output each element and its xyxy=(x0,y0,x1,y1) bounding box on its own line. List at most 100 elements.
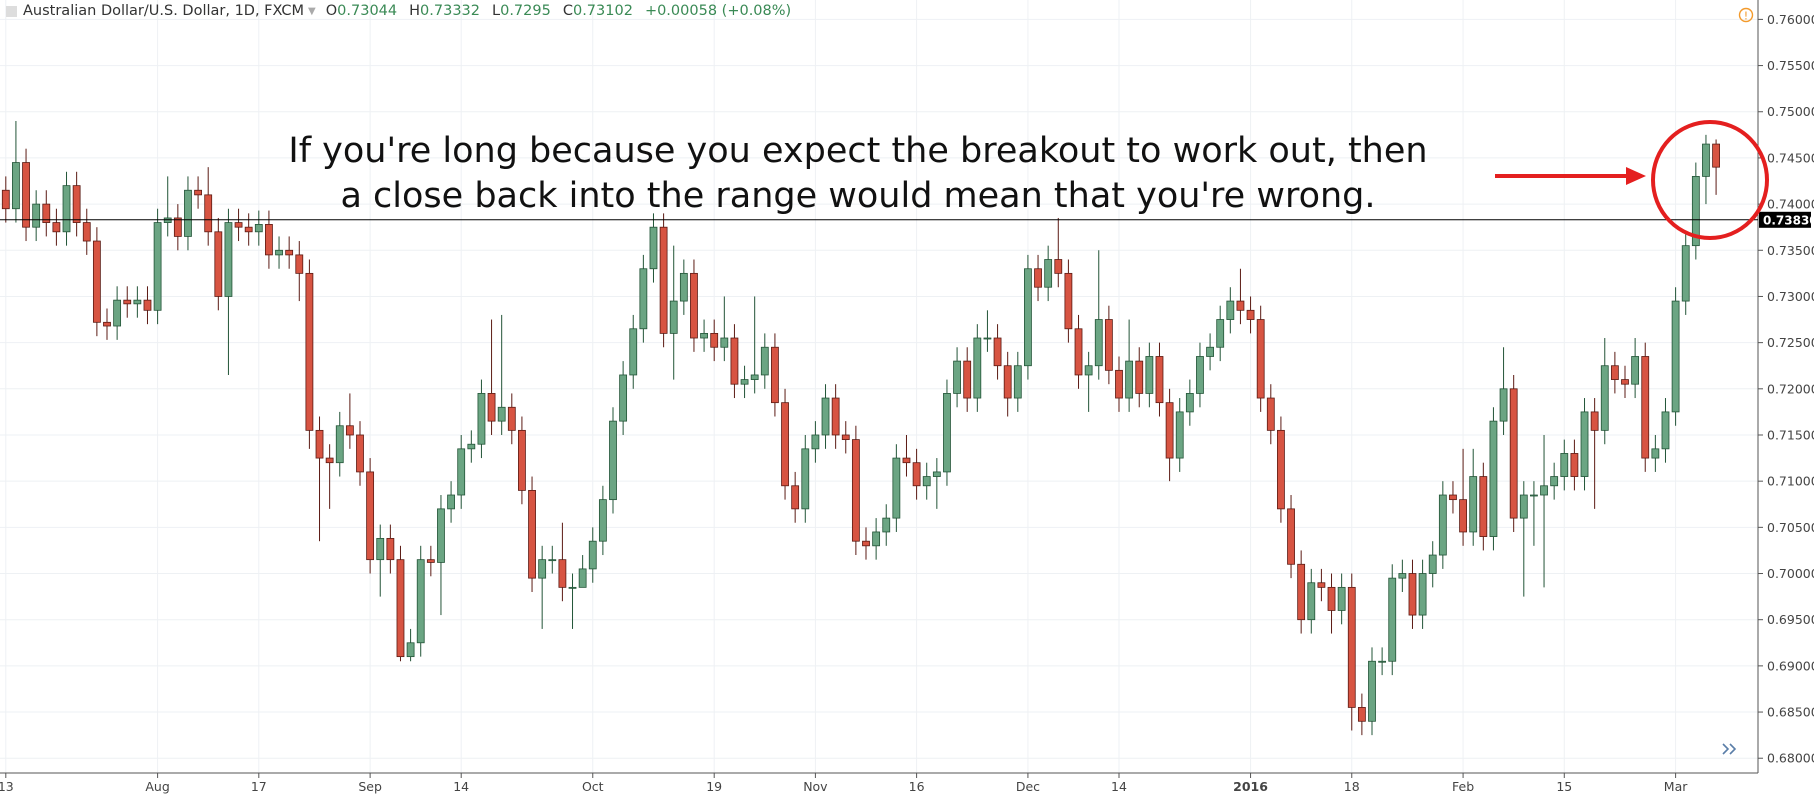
candle-body xyxy=(791,485,800,510)
candle-body xyxy=(275,249,283,256)
candle-body xyxy=(1277,429,1285,510)
candle-body xyxy=(1165,402,1174,459)
candle-body xyxy=(659,226,668,334)
x-tick-label: Nov xyxy=(803,779,828,794)
candle-body xyxy=(1499,388,1508,422)
y-tick-label: 0.74500 xyxy=(1767,150,1814,165)
candle-body xyxy=(1115,369,1123,399)
candle-body xyxy=(1347,586,1356,708)
candle-body xyxy=(285,249,294,256)
candle-body xyxy=(963,360,972,399)
candle-body xyxy=(750,374,759,380)
candle-body xyxy=(760,346,769,376)
candle-body xyxy=(1135,360,1144,394)
y-tick-label: 0.76000 xyxy=(1767,12,1814,27)
candle-body xyxy=(1044,259,1053,288)
candle-body xyxy=(568,586,577,589)
candle-body xyxy=(184,189,192,237)
candle-body xyxy=(234,222,243,228)
x-tick-label: 13 xyxy=(0,779,14,794)
candle-body xyxy=(1104,319,1113,371)
candle-body xyxy=(609,420,617,501)
symbol-title[interactable]: Australian Dollar/U.S. Dollar, 1D, FXCM xyxy=(23,3,305,19)
candle-body xyxy=(862,540,870,547)
candle-body xyxy=(1266,397,1275,431)
candle-body xyxy=(1024,268,1032,367)
candle-body xyxy=(477,393,486,445)
candle-body xyxy=(740,379,749,385)
candle-body xyxy=(1196,356,1204,394)
candle-body xyxy=(1287,508,1295,565)
candle-body xyxy=(588,540,597,570)
candle-body xyxy=(1631,356,1640,385)
candle-body xyxy=(1651,448,1660,459)
x-tick-label: Feb xyxy=(1452,779,1474,794)
candle-body xyxy=(649,226,658,270)
x-tick-label: 14 xyxy=(453,779,469,794)
candle-body xyxy=(1681,245,1690,302)
candle-body xyxy=(892,457,901,519)
candle-body xyxy=(518,429,526,491)
candle-body xyxy=(943,393,951,473)
candle-body xyxy=(497,406,506,422)
candle-body xyxy=(204,194,213,233)
candle-body xyxy=(32,203,41,228)
candle-body xyxy=(1418,573,1427,616)
candle-body xyxy=(133,299,142,305)
x-tick-label: 16 xyxy=(909,779,925,794)
candle-body xyxy=(487,393,496,422)
candle-body xyxy=(437,508,445,563)
price-label: 0.73830 xyxy=(1763,213,1814,227)
alert-icon-mark: ! xyxy=(1744,10,1748,23)
x-tick-label: 17 xyxy=(251,779,267,794)
y-tick-label: 0.70500 xyxy=(1767,520,1814,535)
x-tick-label: 14 xyxy=(1111,779,1127,794)
ohlc-label: L xyxy=(492,3,501,19)
candle-body xyxy=(1610,365,1619,380)
candle-body xyxy=(1003,365,1012,399)
candle-body xyxy=(1641,356,1650,459)
candle-body xyxy=(882,517,891,533)
candle-body xyxy=(1327,586,1336,611)
candle-body xyxy=(92,240,101,323)
candles xyxy=(1,120,1720,736)
candle-body xyxy=(1034,268,1042,288)
candle-body xyxy=(1540,485,1548,496)
candle-body xyxy=(224,222,233,297)
x-tick-label: 18 xyxy=(1344,779,1360,794)
candle-body xyxy=(62,185,71,233)
candle-body xyxy=(265,224,273,256)
candle-body xyxy=(356,434,364,473)
candle-body xyxy=(1590,411,1599,431)
dropdown-caret[interactable]: ▼ xyxy=(308,5,316,17)
candle-body xyxy=(1570,453,1579,477)
x-tick-label: Dec xyxy=(1016,779,1040,794)
candle-body xyxy=(1125,360,1134,399)
candle-body xyxy=(1074,328,1083,376)
candle-body xyxy=(710,332,719,348)
candle-body xyxy=(1509,388,1518,519)
candle-body xyxy=(376,538,385,561)
symbol-header: Australian Dollar/U.S. Dollar, 1D, FXCM … xyxy=(6,3,803,19)
y-tick-label: 0.68500 xyxy=(1767,705,1814,720)
y-tick-label: 0.72500 xyxy=(1767,335,1814,350)
candle-body xyxy=(467,443,476,450)
y-tick-label: 0.69500 xyxy=(1767,612,1814,627)
y-tick-label: 0.68000 xyxy=(1767,751,1814,766)
candle-body xyxy=(1297,563,1306,621)
price-label-box xyxy=(1759,211,1811,228)
candle-body xyxy=(1,189,10,210)
ohlc-values: O 0.73044 H 0.73332 L 0.7295 C 0.73102 xyxy=(326,3,645,19)
candle-body xyxy=(194,189,202,196)
candle-body xyxy=(1519,494,1528,519)
candle-body xyxy=(912,462,921,487)
candle-body xyxy=(679,272,688,302)
candle-body xyxy=(902,457,911,464)
candle-body xyxy=(1236,300,1245,311)
x-tick-label: Mar xyxy=(1664,779,1688,794)
candle-body xyxy=(578,568,587,588)
candle-body xyxy=(1256,319,1265,399)
candle-body xyxy=(1479,476,1488,537)
scroll-right-button[interactable] xyxy=(1722,743,1737,755)
